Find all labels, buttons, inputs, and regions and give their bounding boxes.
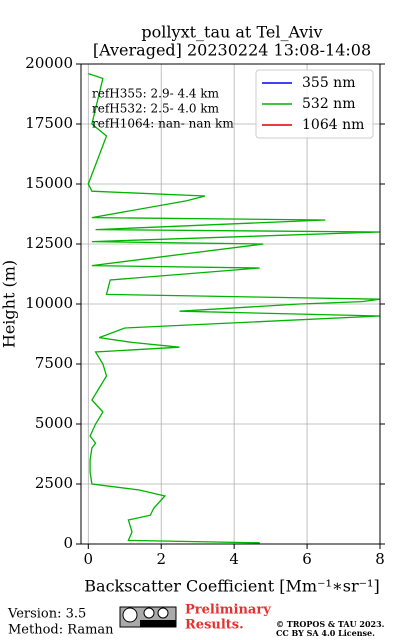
copyright: © TROPOS & TAU 2023.: [276, 619, 385, 629]
y-axis-label: Height (m): [0, 260, 19, 348]
legend-label: 1064 nm: [302, 117, 364, 133]
legend: 355 nm 532 nm 1064 nm: [255, 69, 374, 139]
y-tick-label: 2500: [35, 474, 73, 492]
x-tick-label: 0: [84, 550, 94, 568]
annotation: refH1064: nan- nan km: [92, 117, 234, 131]
x-tick-label: 4: [229, 550, 239, 568]
y-tick-label: 12500: [25, 234, 73, 252]
annotation: refH355: 2.9- 4.4 km: [92, 87, 220, 101]
y-tick-label: 0: [63, 534, 73, 552]
chart-subtitle: [Averaged] 20230224 13:08-14:08: [93, 41, 371, 60]
notice: Preliminary: [185, 603, 271, 618]
y-tick-label: 5000: [35, 414, 73, 432]
x-axis-label: Backscatter Coefficient [Mm⁻¹∗sr⁻¹]: [84, 577, 379, 596]
chart-title: pollyxt_tau at Tel_Aviv: [141, 23, 322, 42]
copyright: CC BY SA 4.0 License.: [276, 628, 375, 638]
y-tick-label: 10000: [25, 294, 73, 312]
y-tick-label: 20000: [25, 54, 73, 72]
x-tick-label: 2: [156, 550, 166, 568]
cc-logo: [119, 606, 177, 628]
y-tick-label: 7500: [35, 354, 73, 372]
legend-box: [255, 69, 374, 139]
x-tick-label: 6: [302, 550, 312, 568]
version: Version: 3.5: [7, 607, 86, 622]
legend-label: 355 nm: [302, 75, 355, 91]
method: Method: Raman: [8, 623, 114, 638]
y-tick-label: 17500: [25, 114, 73, 132]
legend-label: 532 nm: [302, 96, 355, 112]
notice: Results.: [185, 618, 244, 633]
profile-line: [87, 72, 381, 544]
y-tick-label: 15000: [25, 174, 73, 192]
x-tick-label: 8: [375, 550, 385, 568]
plot-frame: [80, 63, 381, 545]
annotation: refH532: 2.5- 4.0 km: [92, 102, 220, 116]
